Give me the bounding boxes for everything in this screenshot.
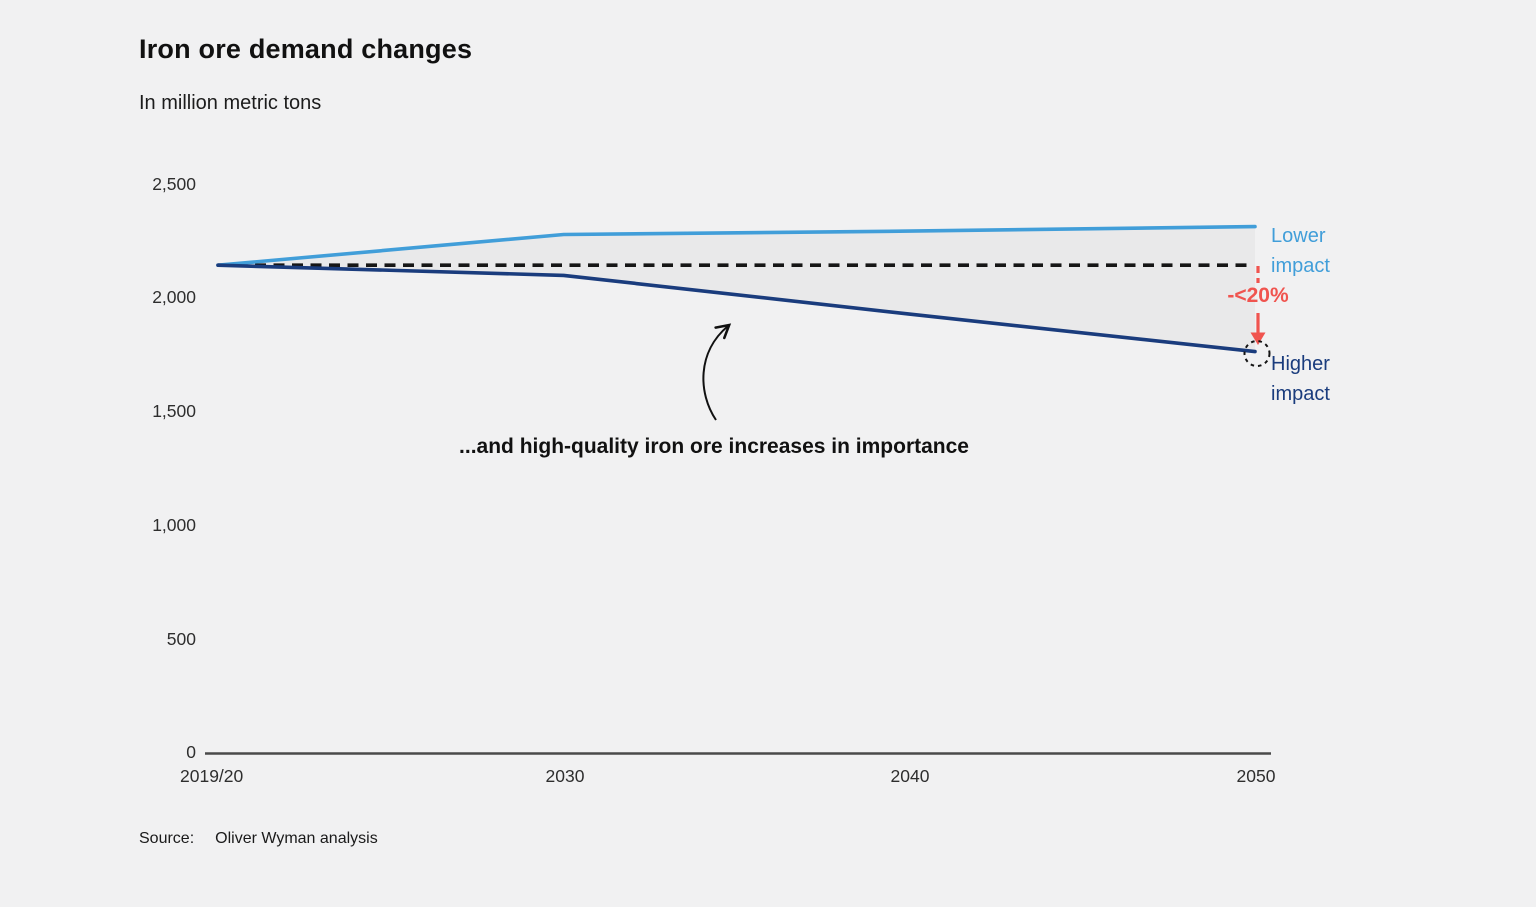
x-tick-2019-20: 2019/20 <box>180 766 244 786</box>
y-tick-2000: 2,000 <box>152 287 196 307</box>
higher-impact-label: Higher impact <box>1271 353 1330 405</box>
y-tick-1500: 1,500 <box>152 401 196 421</box>
callout-text: ...and high-quality iron ore increases i… <box>459 435 969 458</box>
y-tick-0: 0 <box>186 742 196 762</box>
page-title: Iron ore demand changes <box>139 34 473 64</box>
chart-units-subtitle: In million metric tons <box>139 92 322 114</box>
lower-impact-label: Lower impact <box>1271 225 1330 277</box>
delta-percent-label: -<20% <box>1227 284 1289 307</box>
callout-arrow-icon <box>702 323 732 421</box>
lower-impact-line <box>216 224 1257 268</box>
x-tick-2050: 2050 <box>1236 766 1276 786</box>
endpoint-circle-icon <box>1243 340 1271 367</box>
x-tick-2040: 2040 <box>890 766 930 786</box>
source-text: Oliver Wyman analysis <box>215 830 378 847</box>
impact-band <box>218 226 1255 352</box>
higher-impact-line <box>216 263 1257 354</box>
y-tick-500: 500 <box>166 629 196 649</box>
y-tick-1000: 1,000 <box>152 515 196 535</box>
source-label: Source: <box>139 830 195 847</box>
x-tick-2030: 2030 <box>545 766 585 786</box>
source-row: Source: Oliver Wyman analysis <box>139 830 378 848</box>
delta-arrowhead-icon <box>1250 332 1266 345</box>
y-tick-2500: 2,500 <box>152 174 196 194</box>
